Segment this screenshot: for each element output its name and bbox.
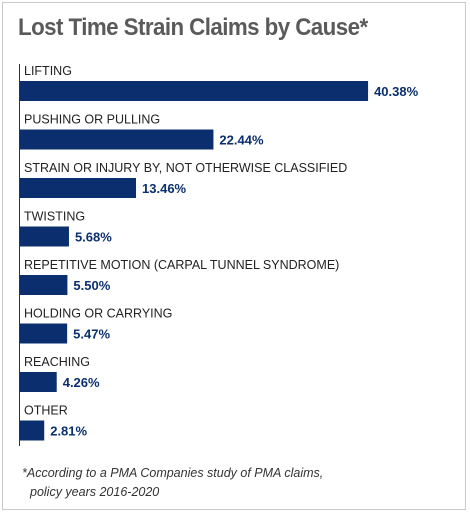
category-label: LIFTING bbox=[24, 64, 72, 78]
value-label: 22.44% bbox=[219, 133, 264, 148]
bar bbox=[20, 226, 69, 247]
category-label: PUSHING OR PULLING bbox=[24, 113, 160, 127]
category-label: REACHING bbox=[24, 355, 90, 369]
value-label: 2.81% bbox=[50, 424, 87, 439]
bar bbox=[20, 178, 137, 198]
bar bbox=[20, 323, 68, 344]
category-label: OTHER bbox=[24, 404, 68, 418]
value-label: 13.46% bbox=[142, 181, 187, 196]
bar bbox=[20, 129, 214, 150]
footnote-line-1: *According to a PMA Companies study of P… bbox=[22, 466, 324, 480]
bar bbox=[20, 81, 369, 101]
category-label: REPETITIVE MOTION (CARPAL TUNNEL SYNDROM… bbox=[24, 258, 339, 272]
bar bbox=[20, 275, 68, 295]
value-label: 5.50% bbox=[73, 278, 110, 293]
value-label: 4.26% bbox=[63, 375, 100, 390]
footnote-line-2: policy years 2016-2020 bbox=[30, 485, 160, 499]
bar bbox=[20, 420, 45, 441]
value-label: 5.68% bbox=[75, 230, 112, 245]
value-label: 5.47% bbox=[73, 327, 110, 342]
chart-title: Lost Time Strain Claims by Cause* bbox=[18, 14, 368, 41]
category-label: TWISTING bbox=[24, 210, 85, 224]
bar bbox=[20, 372, 57, 392]
category-label: STRAIN OR INJURY BY, NOT OTHERWISE CLASS… bbox=[24, 161, 347, 175]
category-label: HOLDING OR CARRYING bbox=[24, 307, 172, 321]
value-label: 40.38% bbox=[374, 84, 419, 99]
footnote: *According to a PMA Companies study of P… bbox=[22, 464, 323, 502]
